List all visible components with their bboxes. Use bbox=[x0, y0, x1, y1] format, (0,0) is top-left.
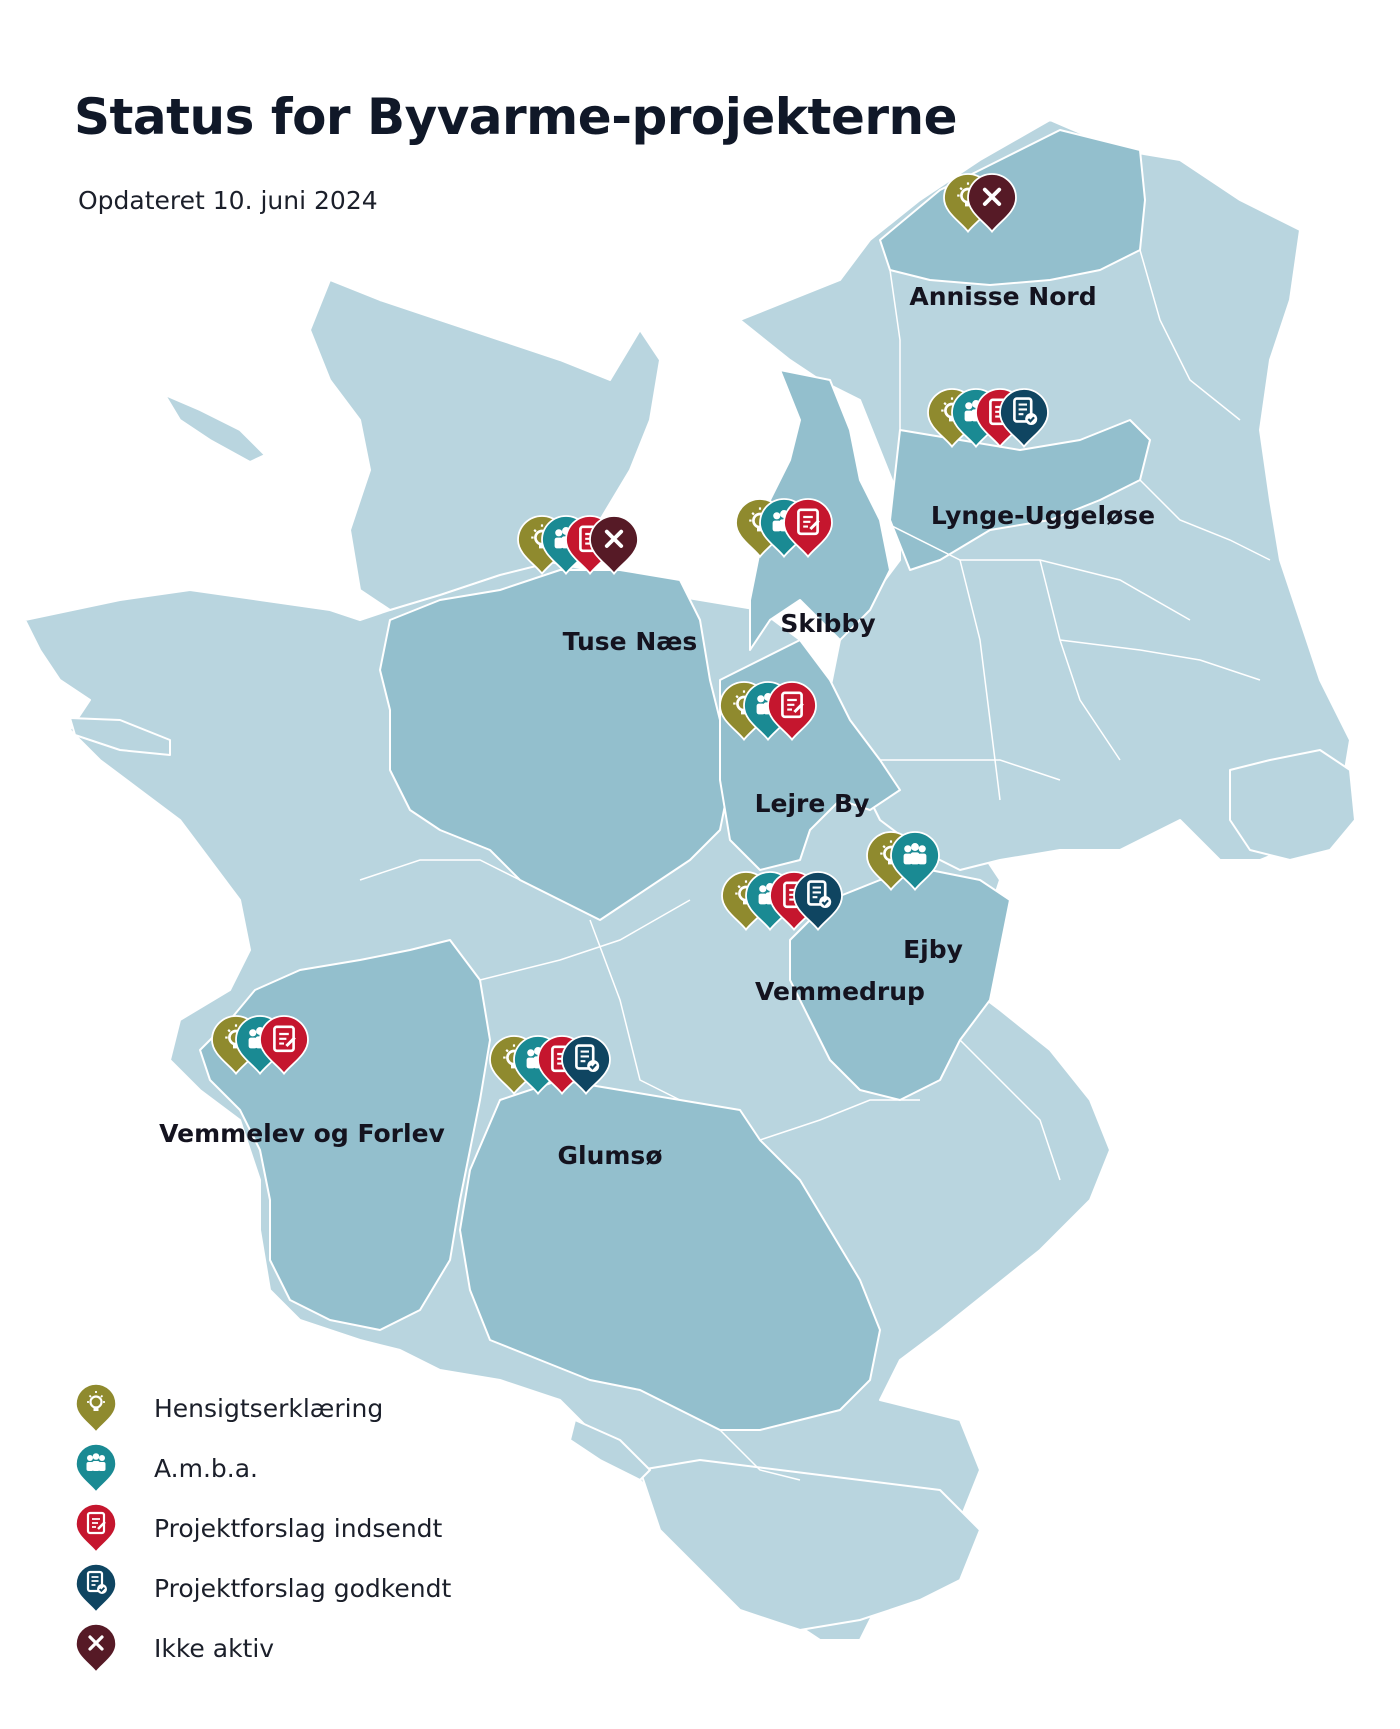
border-9 bbox=[889, 269, 901, 430]
label-vemmelev-og-forlev: Vemmelev og Forlev bbox=[159, 1119, 445, 1148]
region-glumso bbox=[459, 1079, 881, 1431]
island-3 bbox=[569, 1419, 651, 1481]
legend: Hensigtserklæring A.m.b.a. Projektforsla… bbox=[76, 1378, 451, 1678]
project-labels: Annisse Nord Lynge-Uggeløse Skibby Tuse … bbox=[159, 282, 1155, 1170]
pin-group-vemmedrup bbox=[721, 871, 843, 932]
legend-label: Projektforslag indsendt bbox=[154, 1513, 443, 1543]
pin-group-vemmelev-og-forlev bbox=[211, 1015, 309, 1076]
page-title: Status for Byvarme-projekterne bbox=[74, 88, 958, 146]
people-icon bbox=[76, 1444, 116, 1492]
border-11 bbox=[1059, 639, 1261, 681]
pin-group-skibby bbox=[735, 498, 833, 559]
border-12 bbox=[880, 759, 1061, 781]
region-vemmedrup bbox=[789, 869, 1011, 1101]
label-glumso: Glumsø bbox=[558, 1141, 663, 1170]
land-south bbox=[639, 1459, 981, 1631]
cross-icon[interactable] bbox=[589, 515, 639, 576]
document-submitted-icon[interactable] bbox=[259, 1015, 309, 1076]
legend-item-ikke-aktiv: Ikke aktiv bbox=[76, 1618, 451, 1678]
lightbulb-icon bbox=[76, 1384, 116, 1432]
document-approved-icon[interactable] bbox=[561, 1035, 611, 1096]
project-pins bbox=[211, 173, 1049, 1096]
island-2 bbox=[69, 717, 171, 756]
cross-icon[interactable] bbox=[967, 173, 1017, 234]
pin-group-tuse-næs bbox=[517, 515, 639, 576]
pin-group-ejby bbox=[866, 831, 940, 892]
document-submitted-icon[interactable] bbox=[783, 498, 833, 559]
updated-date: Opdateret 10. juni 2024 bbox=[78, 186, 378, 215]
label-skibby: Skibby bbox=[780, 609, 875, 638]
legend-label: Projektforslag godkendt bbox=[154, 1573, 452, 1603]
document-approved-icon bbox=[76, 1564, 116, 1612]
border-2 bbox=[479, 899, 691, 981]
cross-icon bbox=[76, 1624, 116, 1672]
legend-item-indsendt: Projektforslag indsendt bbox=[76, 1498, 451, 1558]
pin-group-annisse-nord bbox=[943, 173, 1017, 234]
pin-group-lejre-by bbox=[719, 681, 817, 742]
border-8 bbox=[1139, 249, 1241, 421]
land-regions bbox=[24, 119, 1356, 1641]
border-13 bbox=[359, 859, 521, 881]
island-1 bbox=[164, 394, 266, 463]
border-7 bbox=[1039, 559, 1121, 761]
border-4 bbox=[959, 1039, 1061, 1181]
legend-item-hensigt: Hensigtserklæring bbox=[76, 1378, 451, 1438]
border-10 bbox=[1139, 479, 1271, 561]
label-ejby: Ejby bbox=[903, 935, 963, 964]
label-annisse-nord: Annisse Nord bbox=[909, 282, 1096, 311]
border-1 bbox=[589, 919, 681, 1101]
document-submitted-icon[interactable] bbox=[767, 681, 817, 742]
label-vemmedrup: Vemmedrup bbox=[755, 977, 925, 1006]
pin-group-glumsø bbox=[489, 1035, 611, 1096]
document-approved-icon[interactable] bbox=[999, 388, 1049, 449]
land-amager bbox=[1229, 749, 1356, 861]
pin-group-lynge-uggeløse bbox=[927, 388, 1049, 449]
legend-label: Ikke aktiv bbox=[154, 1633, 275, 1663]
people-icon[interactable] bbox=[890, 831, 940, 892]
border-3 bbox=[759, 1099, 920, 1141]
region-lynge bbox=[889, 419, 1151, 571]
legend-label: Hensigtserklæring bbox=[154, 1393, 384, 1423]
legend-label: A.m.b.a. bbox=[154, 1453, 258, 1483]
legend-item-godkendt: Projektforslag godkendt bbox=[76, 1558, 451, 1618]
document-approved-icon[interactable] bbox=[793, 871, 843, 932]
document-submitted-icon bbox=[76, 1504, 116, 1552]
label-lejre-by: Lejre By bbox=[755, 789, 870, 818]
legend-item-amba: A.m.b.a. bbox=[76, 1438, 451, 1498]
border-14 bbox=[719, 1429, 801, 1481]
label-tuse-naes: Tuse Næs bbox=[563, 627, 698, 656]
label-lynge-uggelose: Lynge-Uggeløse bbox=[931, 501, 1155, 530]
